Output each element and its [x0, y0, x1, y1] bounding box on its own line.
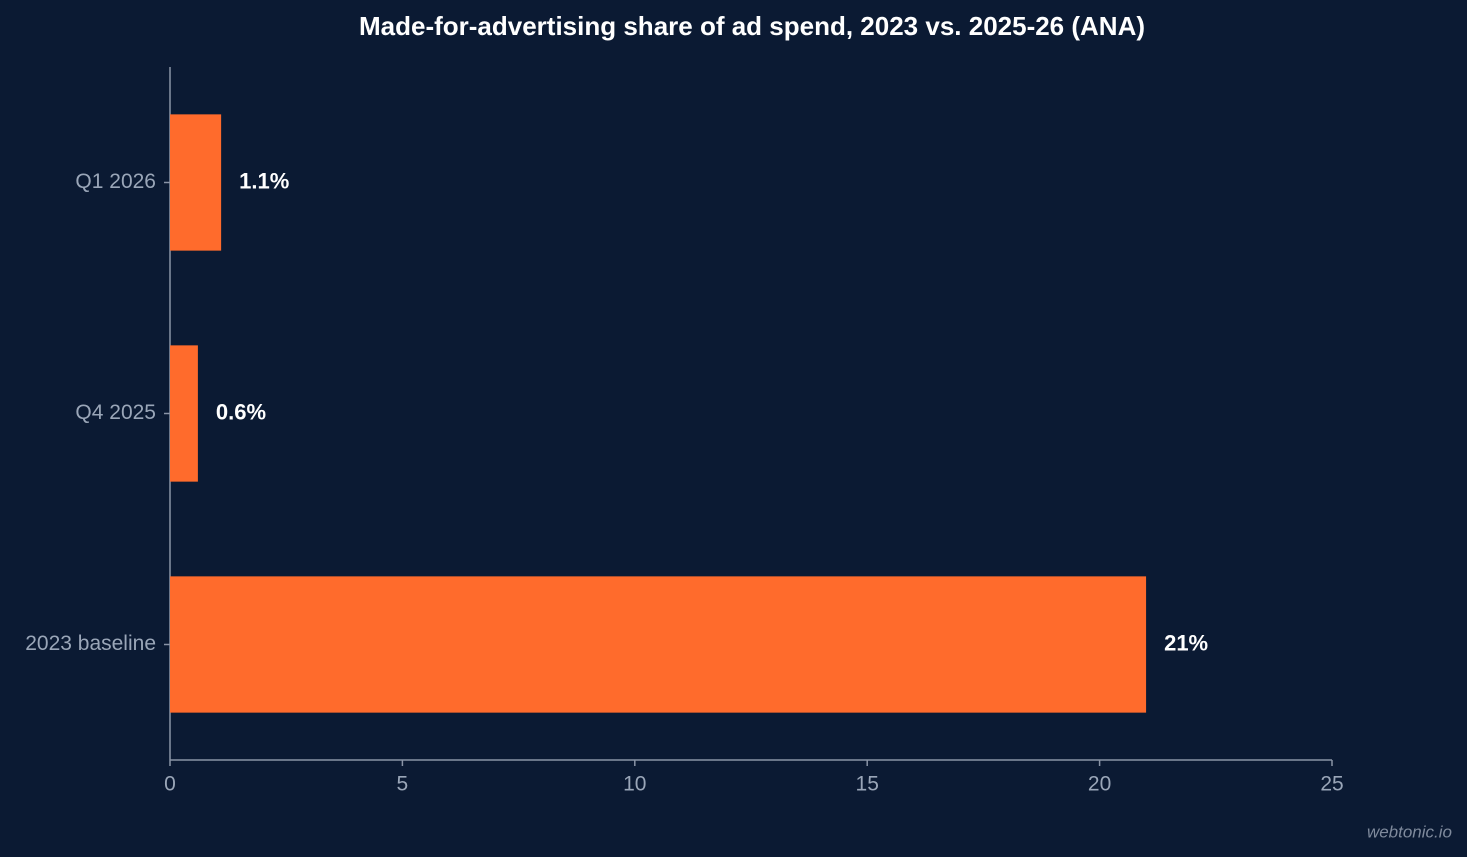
y-tick-label: Q1 2026	[75, 170, 156, 193]
x-tick-label: 0	[164, 773, 176, 796]
y-tick-label: Q4 2025	[75, 401, 156, 424]
bar	[170, 114, 222, 251]
x-tick-label: 5	[397, 773, 409, 796]
value-label: 0.6%	[216, 399, 266, 424]
value-label: 1.1%	[239, 168, 289, 193]
x-tick-label: 15	[856, 773, 879, 796]
y-tick-label: 2023 baseline	[25, 632, 156, 655]
value-label: 21%	[1164, 630, 1208, 655]
watermark: webtonic.io	[1367, 822, 1452, 841]
bar	[170, 345, 198, 482]
bar	[170, 576, 1147, 713]
chart-title: Made-for-advertising share of ad spend, …	[359, 11, 1145, 41]
x-tick-label: 25	[1320, 773, 1343, 796]
x-tick-label: 10	[623, 773, 646, 796]
x-tick-label: 20	[1088, 773, 1111, 796]
